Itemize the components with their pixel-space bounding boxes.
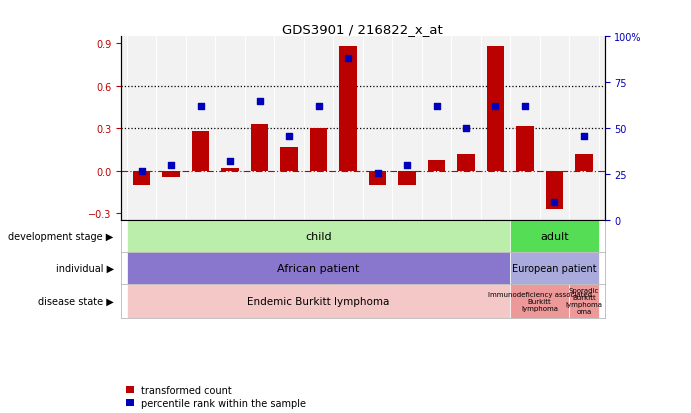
Bar (280, 147, 298, 171)
Bar (428, 160, 446, 171)
Bar (457, 154, 475, 171)
Bar (251, 125, 268, 171)
Bar (133, 171, 151, 185)
Point (549, 199, 560, 206)
Point (460, 126, 471, 132)
Bar (339, 47, 357, 171)
Point (431, 104, 442, 110)
Bar (510, 284, 569, 318)
Point (283, 133, 294, 140)
Point (520, 104, 531, 110)
Bar (398, 171, 416, 185)
Bar (510, 252, 598, 284)
Bar (162, 171, 180, 177)
Point (254, 98, 265, 105)
Point (136, 168, 147, 175)
Bar (369, 171, 386, 185)
Text: European patient: European patient (512, 263, 597, 273)
Point (372, 170, 383, 176)
Text: disease state ▶: disease state ▶ (38, 296, 113, 306)
Bar (127, 252, 510, 284)
Text: child: child (305, 232, 332, 242)
Text: development stage ▶: development stage ▶ (8, 232, 113, 242)
Bar (127, 221, 510, 252)
Text: Immunodeficiency associated
Burkitt
lymphoma: Immunodeficiency associated Burkitt lymp… (488, 291, 591, 311)
Point (313, 104, 324, 110)
Bar (221, 169, 239, 171)
Bar (310, 129, 328, 171)
Text: Endemic Burkitt lymphoma: Endemic Burkitt lymphoma (247, 296, 390, 306)
Bar (510, 221, 598, 252)
Title: GDS3901 / 216822_x_at: GDS3901 / 216822_x_at (283, 23, 443, 36)
Text: African patient: African patient (277, 263, 360, 273)
Legend: transformed count, percentile rank within the sample: transformed count, percentile rank withi… (126, 385, 306, 408)
Text: adult: adult (540, 232, 569, 242)
Point (578, 133, 589, 140)
Bar (486, 47, 504, 171)
Point (343, 56, 354, 62)
Point (490, 104, 501, 110)
Text: Sporadic
Burkitt
lymphoma
oma: Sporadic Burkitt lymphoma oma (565, 287, 603, 314)
Bar (516, 126, 534, 171)
Bar (575, 154, 593, 171)
Bar (127, 284, 510, 318)
Point (195, 104, 206, 110)
Point (401, 162, 413, 169)
Text: individual ▶: individual ▶ (55, 263, 113, 273)
Point (225, 159, 236, 166)
Bar (191, 132, 209, 171)
Bar (569, 284, 598, 318)
Point (166, 162, 177, 169)
Bar (546, 171, 563, 209)
